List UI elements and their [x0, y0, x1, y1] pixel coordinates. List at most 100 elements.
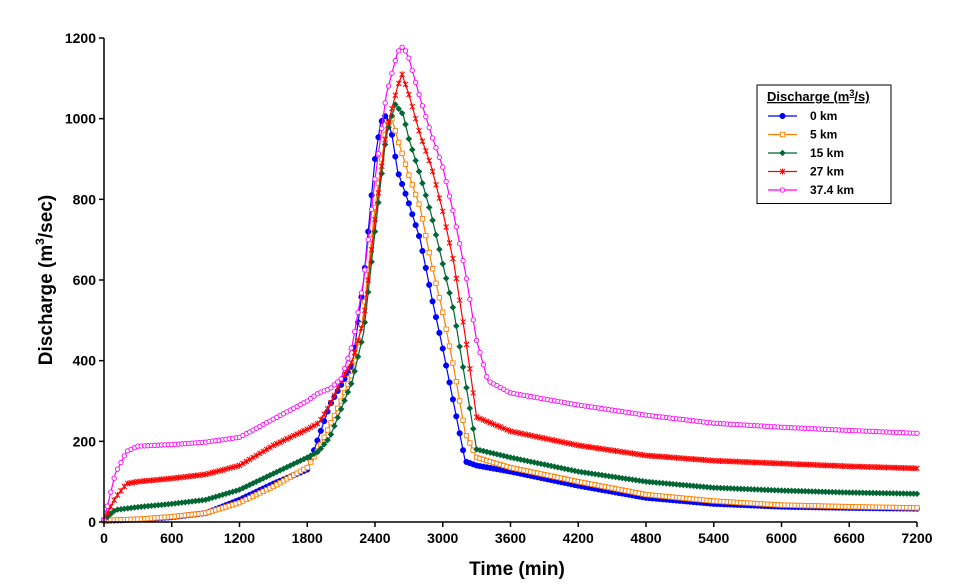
series-marker [477, 415, 483, 422]
series-marker [446, 379, 453, 386]
series-marker [456, 343, 464, 350]
legend-item: 5 km [768, 128, 837, 142]
series-marker [375, 189, 382, 196]
series-marker [422, 264, 429, 271]
series-marker [328, 385, 334, 391]
series-marker [408, 146, 416, 154]
series-marker [365, 228, 372, 235]
series-marker [473, 337, 480, 344]
x-tick-label: 4200 [563, 530, 594, 546]
series-marker [348, 345, 354, 351]
series-marker [111, 475, 117, 481]
x-axis-title: Time (min) [469, 559, 565, 580]
series-1 [101, 116, 920, 524]
x-tick-label: 4800 [630, 530, 661, 546]
series-marker [477, 349, 483, 356]
series-marker [422, 147, 429, 154]
series-marker [419, 247, 426, 255]
series-marker [779, 131, 786, 138]
series-marker [372, 216, 378, 223]
series-marker [297, 429, 304, 436]
series-marker [399, 180, 406, 188]
series-marker [202, 471, 209, 478]
series-marker [114, 466, 121, 472]
series-marker [484, 374, 490, 380]
legend-box [756, 84, 892, 204]
series-marker [311, 422, 317, 429]
series-marker [317, 416, 324, 423]
series-marker [209, 469, 216, 476]
series-marker [470, 317, 476, 323]
y-axis-title: Discharge (m3/sec) [33, 195, 57, 365]
series-marker [480, 362, 487, 368]
series-marker [439, 260, 447, 268]
series-marker [466, 365, 473, 372]
series-marker [402, 81, 409, 88]
series-marker [358, 290, 365, 296]
series-marker [399, 44, 405, 50]
series-marker [416, 127, 422, 134]
series-marker [243, 458, 250, 465]
series-marker [351, 367, 359, 375]
series-marker [321, 418, 328, 425]
legend-label: 37.4 km [810, 183, 854, 197]
series-marker [446, 239, 453, 246]
series-marker [469, 425, 477, 433]
series-marker [426, 124, 432, 131]
series-marker [416, 91, 422, 98]
series-marker [487, 419, 494, 426]
series-marker [412, 157, 420, 164]
y-tick-label: 200 [73, 433, 97, 449]
series-marker [443, 362, 450, 369]
series-marker [341, 365, 348, 372]
series-marker [104, 503, 111, 509]
series-marker [256, 450, 263, 457]
series-marker [779, 112, 786, 120]
series-marker [368, 206, 375, 213]
axes-layer: 0 600 1200 1800 2400 3000 3600 4200 4800 5400 6000… [65, 30, 933, 546]
series-marker [277, 439, 284, 446]
series-marker [399, 150, 405, 157]
series-marker [314, 420, 321, 427]
series-marker [450, 360, 456, 366]
series-marker [351, 349, 358, 356]
series-marker [240, 460, 246, 467]
series-marker [246, 456, 253, 463]
series-marker [446, 193, 453, 199]
series-marker [328, 420, 334, 426]
legend-title: Discharge (m3/s) [767, 88, 870, 104]
series-marker [389, 70, 395, 76]
series-marker [304, 464, 310, 471]
series-marker [779, 149, 786, 157]
series-marker [365, 237, 371, 243]
x-tick-label: 1800 [292, 530, 323, 546]
series-marker [317, 445, 325, 452]
y-tick-label: 0 [88, 514, 96, 530]
x-tick-label: 7200 [901, 530, 932, 546]
series-marker [426, 281, 433, 288]
series-marker [436, 195, 443, 202]
series-marker [267, 444, 273, 451]
legend-title-post: /s) [854, 89, 869, 104]
series-marker [423, 114, 429, 120]
series-marker [290, 432, 297, 439]
series-marker [436, 295, 443, 301]
series-marker [453, 224, 459, 230]
x-tick-label: 6000 [766, 530, 797, 546]
series-marker [324, 405, 331, 412]
series-marker [483, 418, 490, 425]
series-marker [389, 105, 395, 112]
series-marker [429, 135, 436, 141]
series-marker [463, 341, 470, 348]
series-marker [422, 191, 430, 199]
series-marker [229, 464, 236, 471]
series-marker [328, 399, 334, 406]
y-axis-title-pre: Discharge (m [36, 245, 57, 365]
legend-items: 0 km 5 km 15 km 27 km 37.4 km [768, 109, 854, 197]
legend-label: 15 km [810, 146, 844, 160]
series-marker [226, 465, 233, 472]
series-marker [402, 48, 409, 54]
x-tick-label: 5400 [698, 530, 729, 546]
series-marker [436, 154, 443, 161]
